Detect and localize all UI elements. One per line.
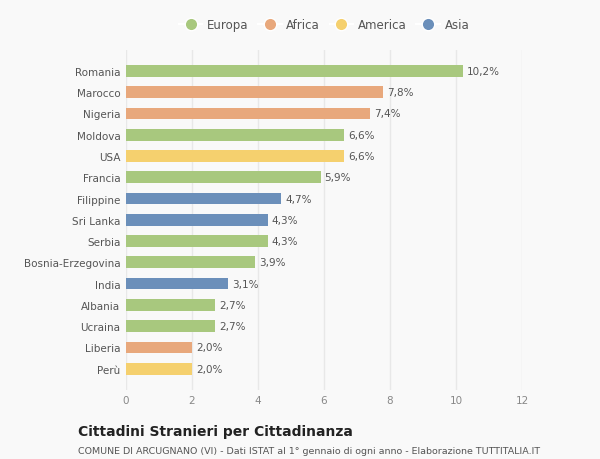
Bar <box>126 193 281 205</box>
Text: 4,3%: 4,3% <box>272 236 298 246</box>
Text: 5,9%: 5,9% <box>325 173 351 183</box>
Text: 7,4%: 7,4% <box>374 109 401 119</box>
Legend: Europa, Africa, America, Asia: Europa, Africa, America, Asia <box>175 16 473 36</box>
Bar <box>126 299 215 311</box>
Bar <box>126 129 344 141</box>
Text: 4,7%: 4,7% <box>285 194 311 204</box>
Text: 6,6%: 6,6% <box>348 151 374 162</box>
Text: 10,2%: 10,2% <box>467 67 500 77</box>
Bar <box>126 342 192 353</box>
Bar <box>126 108 370 120</box>
Bar <box>126 66 463 78</box>
Bar <box>126 151 344 162</box>
Text: 3,9%: 3,9% <box>259 258 285 268</box>
Text: Cittadini Stranieri per Cittadinanza: Cittadini Stranieri per Cittadinanza <box>78 425 353 438</box>
Text: 2,0%: 2,0% <box>196 364 223 374</box>
Bar <box>126 87 383 99</box>
Text: 3,1%: 3,1% <box>232 279 259 289</box>
Text: 2,0%: 2,0% <box>196 343 223 353</box>
Bar <box>126 278 229 290</box>
Text: 4,3%: 4,3% <box>272 215 298 225</box>
Text: 7,8%: 7,8% <box>388 88 414 98</box>
Text: 2,7%: 2,7% <box>219 300 245 310</box>
Bar <box>126 172 321 184</box>
Bar <box>126 214 268 226</box>
Text: 2,7%: 2,7% <box>219 321 245 331</box>
Bar <box>126 363 192 375</box>
Bar <box>126 257 254 269</box>
Text: 6,6%: 6,6% <box>348 130 374 140</box>
Bar <box>126 320 215 332</box>
Text: COMUNE DI ARCUGNANO (VI) - Dati ISTAT al 1° gennaio di ogni anno - Elaborazione : COMUNE DI ARCUGNANO (VI) - Dati ISTAT al… <box>78 446 540 455</box>
Bar <box>126 236 268 247</box>
